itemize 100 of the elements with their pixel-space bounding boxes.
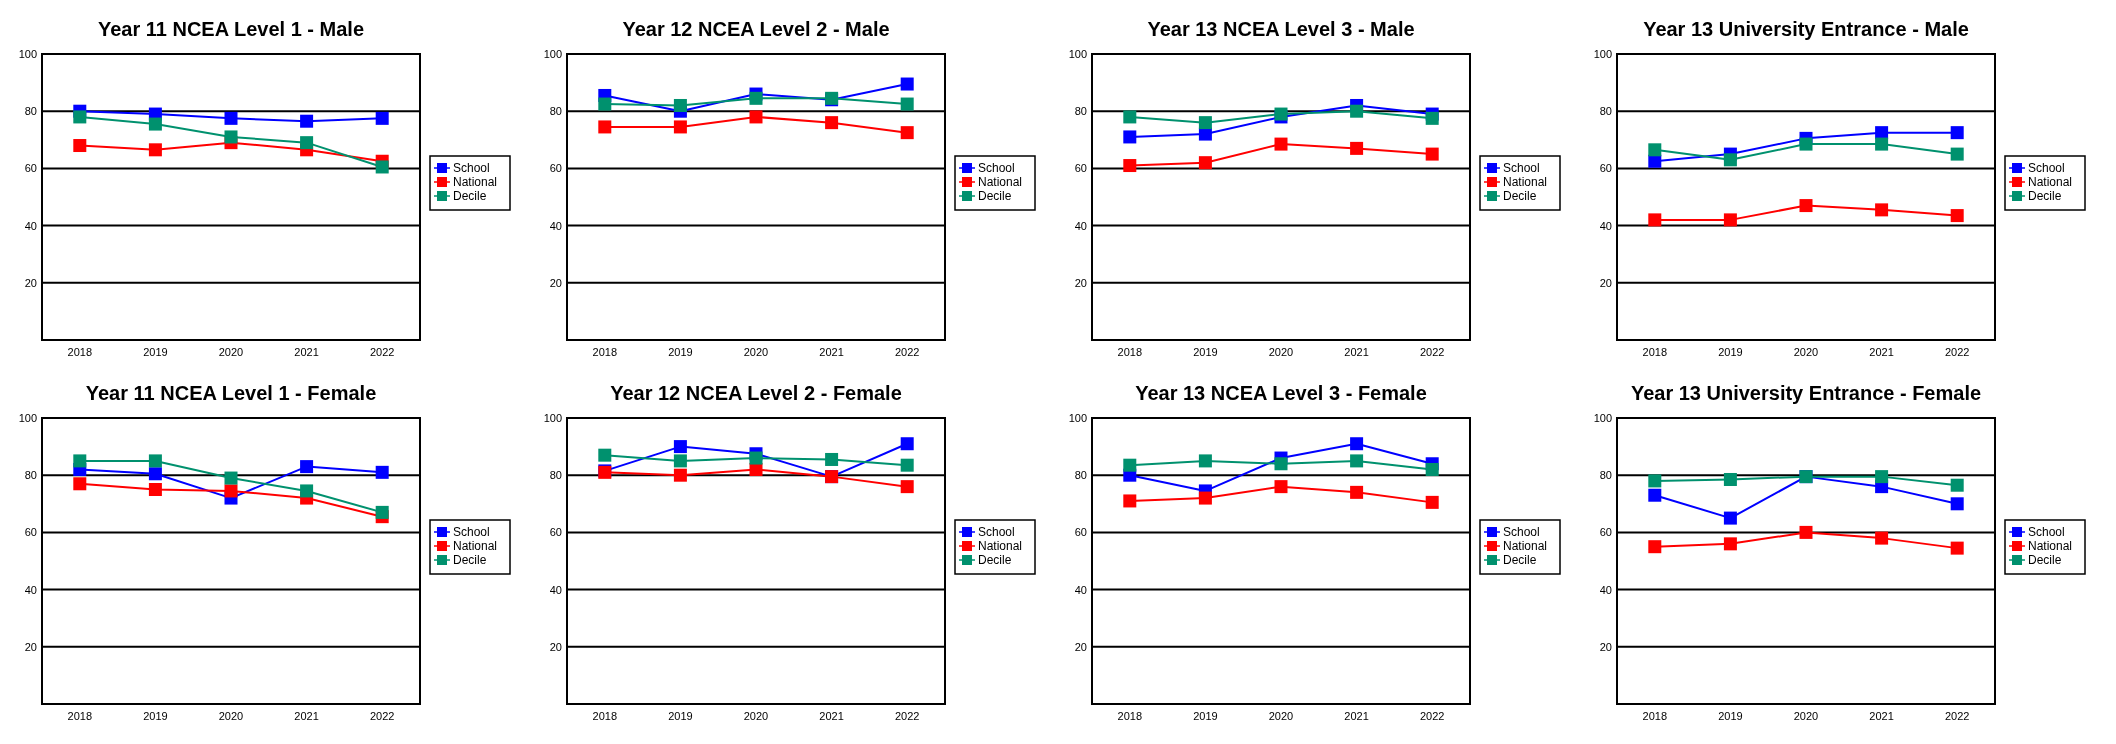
y-tick-label: 20 (1074, 640, 1087, 653)
legend-label: Decile (2028, 553, 2062, 567)
x-tick-label: 2018 (1117, 710, 1143, 722)
y-tick-label: 40 (1599, 583, 1612, 596)
x-tick-label: 2019 (668, 346, 693, 358)
legend-label: Decile (453, 189, 487, 203)
legend-label: National (978, 175, 1023, 189)
y-tick-label: 80 (1599, 469, 1612, 482)
legend-label: National (978, 539, 1023, 553)
x-tick-label: 2022 (1419, 346, 1445, 358)
y-tick-label: 100 (543, 412, 562, 424)
legend-label: Decile (453, 553, 487, 567)
legend-label: National (2028, 175, 2073, 189)
x-tick-label: 2019 (1718, 710, 1743, 722)
x-tick-label: 2018 (1642, 346, 1668, 358)
legend-label: School (2028, 161, 2065, 175)
x-tick-label: 2021 (294, 710, 319, 722)
legend-label: School (978, 161, 1015, 175)
x-tick-label: 2020 (1793, 346, 1819, 358)
x-tick-label: 2021 (1344, 710, 1369, 722)
legend-label: National (1503, 175, 1548, 189)
y-tick-label: 20 (549, 640, 562, 653)
chart-title: Year 13 NCEA Level 3 - Male (1147, 18, 1415, 40)
legend-label: National (453, 539, 498, 553)
x-tick-label: 2020 (1268, 710, 1294, 722)
legend-label: National (2028, 539, 2073, 553)
x-tick-label: 2020 (1268, 346, 1294, 358)
chart-title: Year 11 NCEA Level 1 - Male (97, 18, 365, 40)
legend-label: School (2028, 525, 2065, 539)
x-tick-label: 2018 (67, 346, 93, 358)
x-tick-label: 2020 (218, 346, 244, 358)
x-tick-label: 2021 (819, 346, 844, 358)
y-tick-label: 40 (1074, 583, 1087, 596)
x-tick-label: 2018 (1117, 346, 1143, 358)
y-tick-label: 60 (24, 162, 37, 175)
x-tick-label: 2021 (1344, 346, 1369, 358)
x-tick-label: 2019 (1718, 346, 1743, 358)
x-tick-label: 2019 (1193, 710, 1218, 722)
y-tick-label: 60 (1599, 162, 1612, 175)
legend-label: Decile (1503, 189, 1537, 203)
x-tick-label: 2019 (668, 710, 693, 722)
y-tick-label: 80 (1074, 105, 1087, 118)
y-tick-label: 60 (549, 526, 562, 539)
x-tick-label: 2018 (67, 710, 93, 722)
y-tick-label: 20 (24, 640, 37, 653)
x-tick-label: 2022 (894, 346, 920, 358)
y-tick-label: 100 (1068, 48, 1087, 60)
y-tick-label: 60 (1074, 162, 1087, 175)
y-tick-label: 60 (24, 526, 37, 539)
y-tick-label: 60 (549, 162, 562, 175)
x-tick-label: 2022 (1419, 710, 1445, 722)
legend-label: National (1503, 539, 1548, 553)
x-tick-label: 2020 (743, 346, 769, 358)
y-tick-label: 100 (1593, 412, 1612, 424)
chart-title: Year 13 University Entrance - Female (1630, 382, 1982, 404)
y-tick-label: 100 (1593, 48, 1612, 60)
y-tick-label: 100 (18, 412, 37, 424)
y-tick-label: 40 (1074, 219, 1087, 232)
y-tick-label: 100 (543, 48, 562, 60)
legend-label: School (1503, 161, 1540, 175)
y-tick-label: 60 (1599, 526, 1612, 539)
y-tick-label: 80 (24, 469, 37, 482)
x-tick-label: 2021 (294, 346, 319, 358)
y-tick-label: 40 (1599, 219, 1612, 232)
y-tick-label: 100 (18, 48, 37, 60)
legend-label: Decile (978, 189, 1012, 203)
x-tick-label: 2022 (1944, 346, 1970, 358)
legend-label: School (453, 525, 490, 539)
legend-label: School (453, 161, 490, 175)
x-tick-label: 2019 (1193, 346, 1218, 358)
legend-label: Decile (1503, 553, 1537, 567)
y-tick-label: 40 (24, 219, 37, 232)
x-tick-label: 2018 (592, 346, 618, 358)
y-tick-label: 100 (1068, 412, 1087, 424)
x-tick-label: 2019 (143, 346, 168, 358)
y-tick-label: 60 (1074, 526, 1087, 539)
y-tick-label: 20 (1599, 640, 1612, 653)
x-tick-label: 2022 (369, 346, 395, 358)
chart-title: Year 11 NCEA Level 1 - Female (85, 382, 377, 404)
x-tick-label: 2020 (743, 710, 769, 722)
x-tick-label: 2018 (1642, 710, 1668, 722)
legend-label: Decile (2028, 189, 2062, 203)
y-tick-label: 40 (549, 583, 562, 596)
y-tick-label: 80 (1599, 105, 1612, 118)
y-tick-label: 80 (1074, 469, 1087, 482)
y-tick-label: 80 (24, 105, 37, 118)
legend-label: School (1503, 525, 1540, 539)
y-tick-label: 40 (549, 219, 562, 232)
chart-title: Year 13 NCEA Level 3 - Female (1135, 382, 1427, 404)
x-tick-label: 2020 (218, 710, 244, 722)
legend-label: School (978, 525, 1015, 539)
x-tick-label: 2022 (894, 710, 920, 722)
chart-title: Year 12 NCEA Level 2 - Female (610, 382, 902, 404)
chart-title: Year 13 University Entrance - Male (1643, 18, 1969, 40)
y-tick-label: 40 (24, 583, 37, 596)
y-tick-label: 20 (24, 276, 37, 289)
y-tick-label: 80 (549, 105, 562, 118)
y-tick-label: 20 (1074, 276, 1087, 289)
y-tick-label: 80 (549, 469, 562, 482)
y-tick-label: 20 (1599, 276, 1612, 289)
